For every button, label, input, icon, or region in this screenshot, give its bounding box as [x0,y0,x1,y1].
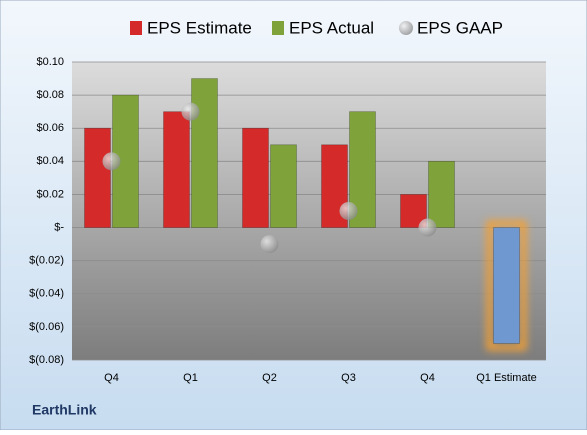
bar [242,127,269,228]
x-tick-label: Q1 [183,372,198,384]
bar [84,127,111,228]
bar [163,111,190,228]
bar [191,78,218,228]
bar [428,160,455,228]
y-tick-label: $(0.08) [29,354,64,366]
bar [493,227,520,344]
gaap-marker [339,202,358,220]
y-tick-label: $(0.02) [29,255,64,267]
footer: EarthLink [32,402,97,418]
legend-label: EPS Actual [289,18,374,37]
gaap-marker [418,218,437,237]
y-tick-label: $- [54,221,64,233]
y-tick-label: $0.08 [36,89,64,101]
legend-marker [399,21,413,35]
y-tick-label: $0.10 [36,56,64,68]
gaap-marker [181,102,200,121]
y-tick-label: $(0.06) [29,321,64,333]
x-tick-label: Q4 [104,372,119,384]
y-tick-label: $0.06 [36,122,64,134]
x-tick-label: Q1 Estimate [476,372,537,384]
bar-glow [486,220,527,351]
y-tick-label: $0.04 [36,155,64,167]
plot-area [72,62,546,360]
x-tick-label: Q2 [262,372,277,384]
bar [270,144,297,228]
y-tick-label: $(0.04) [29,288,64,300]
legend-marker [272,21,284,35]
x-tick-label: Q4 [420,372,435,384]
y-tick-label: $0.02 [36,188,64,200]
legend-marker [130,21,142,35]
gaap-marker [260,235,279,254]
gaap-marker [102,152,121,171]
x-tick-label: Q3 [341,372,356,384]
legend-label: EPS Estimate [147,18,252,37]
legend-label: EPS GAAP [417,18,503,37]
